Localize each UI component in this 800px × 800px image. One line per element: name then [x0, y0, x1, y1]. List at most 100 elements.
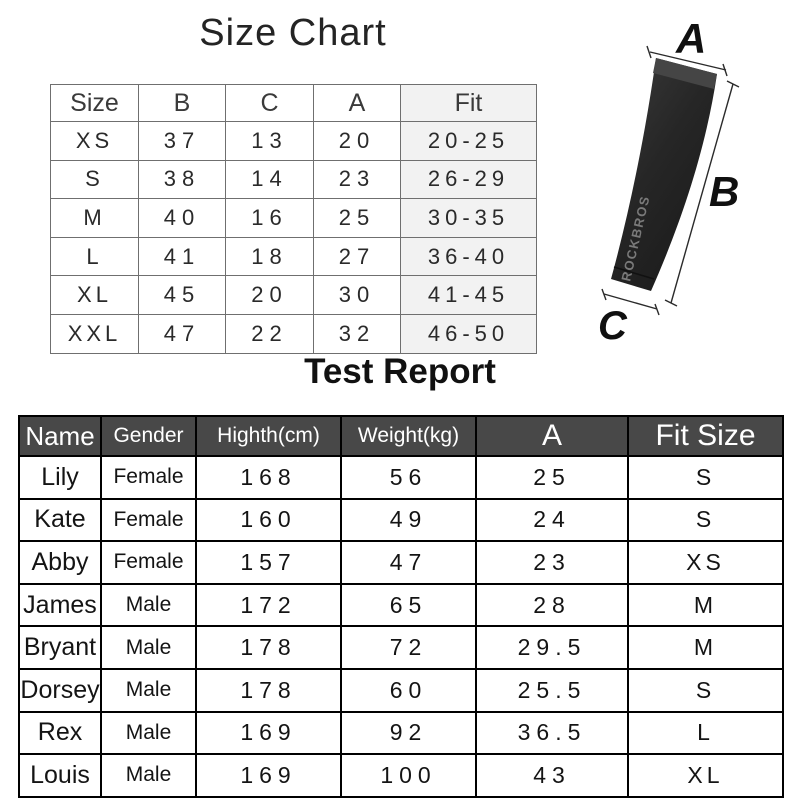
- table-cell: 26-29: [400, 159, 537, 200]
- table-row: Rex Male 169 92 36.5 L: [18, 710, 784, 756]
- table-cell: 14: [225, 159, 314, 200]
- table-cell: L: [50, 236, 139, 277]
- table-cell: 72: [340, 625, 477, 670]
- table-cell: 41-45: [400, 275, 537, 315]
- table-cell: 20-25: [400, 121, 537, 161]
- table-row: Louis Male 169 100 43 XL: [18, 753, 784, 798]
- table-cell: M: [627, 625, 784, 670]
- column-header-b: B: [138, 84, 226, 122]
- table-cell: 41: [138, 236, 226, 277]
- test-report-title: Test Report: [304, 352, 496, 391]
- table-cell: 30-35: [400, 198, 537, 238]
- measure-label-b: B: [709, 168, 739, 215]
- table-cell: M: [627, 582, 784, 628]
- dimension-line-b-tick: [726, 80, 740, 88]
- table-cell: Lily: [18, 455, 102, 500]
- dimension-line-a: [649, 51, 727, 71]
- table-cell: 47: [138, 313, 226, 354]
- table-cell: S: [627, 497, 784, 543]
- table-cell: 45: [138, 275, 226, 315]
- table-cell: 56: [340, 455, 477, 500]
- table-cell: James: [18, 582, 102, 628]
- table-row: L 41 18 27 36-40: [50, 236, 537, 277]
- table-cell: L: [627, 710, 784, 756]
- table-cell: Male: [100, 753, 197, 798]
- table-cell: Male: [100, 667, 197, 713]
- table-row: XL 45 20 30 41-45: [50, 275, 537, 315]
- dimension-line-c-tick: [654, 303, 660, 316]
- table-cell: 29.5: [475, 625, 629, 670]
- table-cell: 43: [475, 753, 629, 798]
- table-cell: 16: [225, 198, 314, 238]
- table-cell: 25: [313, 198, 401, 238]
- measure-label-a: A: [675, 15, 706, 62]
- table-cell: Female: [100, 497, 197, 543]
- table-cell: Bryant: [18, 625, 102, 670]
- sleeve-top-cuff: [653, 58, 717, 89]
- test-report-table: Name Gender Highth(cm) Weight(kg) A Fit …: [18, 415, 784, 798]
- table-cell: 46-50: [400, 313, 537, 354]
- table-cell: Abby: [18, 540, 102, 585]
- column-header-a: A: [313, 84, 401, 122]
- column-header-a: A: [475, 415, 629, 457]
- table-cell: 36-40: [400, 236, 537, 277]
- table-cell: 178: [195, 625, 342, 670]
- dimension-line-a-tick: [722, 63, 728, 77]
- table-cell: XL: [627, 753, 784, 798]
- arm-sleeve-graphic: [611, 58, 717, 291]
- table-row: M 40 16 25 30-35: [50, 198, 537, 238]
- table-row: James Male 172 65 28 M: [18, 582, 784, 628]
- table-cell: 27: [313, 236, 401, 277]
- table-cell: 60: [340, 667, 477, 713]
- table-cell: 32: [313, 313, 401, 354]
- table-row: XXL 47 22 32 46-50: [50, 313, 537, 354]
- table-cell: XS: [627, 540, 784, 585]
- column-header-height: Highth(cm): [195, 415, 342, 457]
- table-cell: 36.5: [475, 710, 629, 756]
- table-cell: Female: [100, 540, 197, 585]
- table-cell: 40: [138, 198, 226, 238]
- dimension-line-a-tick: [646, 45, 652, 59]
- table-row: XS 37 13 20 20-25: [50, 121, 537, 161]
- table-cell: Louis: [18, 753, 102, 798]
- table-cell: 25: [475, 455, 629, 500]
- table-cell: XS: [50, 121, 139, 161]
- table-cell: 18: [225, 236, 314, 277]
- table-row: Dorsey Male 178 60 25.5 S: [18, 667, 784, 713]
- column-header-gender: Gender: [100, 415, 197, 457]
- table-cell: M: [50, 198, 139, 238]
- table-cell: 38: [138, 159, 226, 200]
- table-cell: Dorsey: [18, 667, 102, 713]
- dimension-line-b: [670, 83, 734, 304]
- table-cell: Male: [100, 582, 197, 628]
- table-cell: 92: [340, 710, 477, 756]
- table-cell: 100: [340, 753, 477, 798]
- table-cell: S: [627, 455, 784, 500]
- table-cell: 22: [225, 313, 314, 354]
- table-cell: 157: [195, 540, 342, 585]
- dimension-lines: [601, 45, 740, 316]
- table-cell: 47: [340, 540, 477, 585]
- table-cell: 49: [340, 497, 477, 543]
- column-header-name: Name: [18, 415, 102, 457]
- table-cell: 28: [475, 582, 629, 628]
- table-cell: 172: [195, 582, 342, 628]
- table-cell: Kate: [18, 497, 102, 543]
- column-header-fit: Fit: [400, 84, 537, 122]
- table-cell: 24: [475, 497, 629, 543]
- measure-label-c: C: [598, 304, 628, 348]
- table-cell: Male: [100, 625, 197, 670]
- table-cell: 23: [313, 159, 401, 200]
- table-cell: S: [50, 159, 139, 200]
- size-table-header-row: Size B C A Fit: [50, 84, 537, 122]
- table-cell: 169: [195, 753, 342, 798]
- table-cell: 169: [195, 710, 342, 756]
- table-cell: Female: [100, 455, 197, 500]
- table-cell: 20: [313, 121, 401, 161]
- table-cell: 37: [138, 121, 226, 161]
- table-cell: 178: [195, 667, 342, 713]
- table-cell: 20: [225, 275, 314, 315]
- table-cell: 160: [195, 497, 342, 543]
- table-cell: 23: [475, 540, 629, 585]
